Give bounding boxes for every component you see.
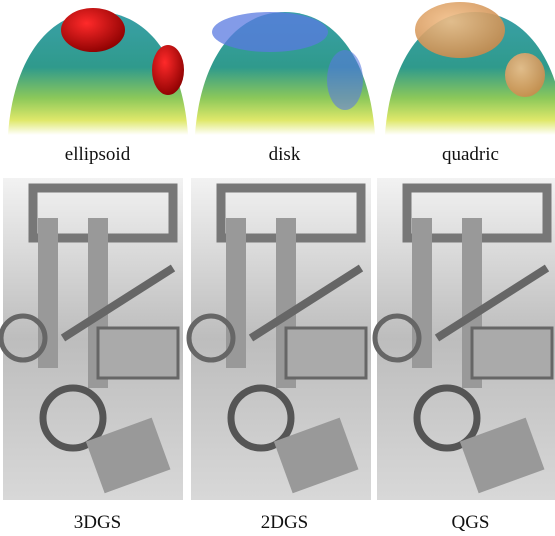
- bottom-label: 3DGS: [5, 512, 190, 534]
- top-label: quadric: [378, 144, 555, 166]
- figure: ellipsoid disk quadric 3DGS 2DGS QGS: [0, 0, 555, 536]
- 3dgs-render: [1, 178, 183, 500]
- bottom-label: QGS: [378, 512, 555, 534]
- qgs-render: [375, 178, 555, 500]
- bottom-label: 2DGS: [192, 512, 377, 534]
- 2dgs-render: [189, 178, 371, 500]
- top-label: ellipsoid: [5, 144, 190, 166]
- top-label: disk: [192, 144, 377, 166]
- quadric-illustration: [385, 2, 555, 135]
- ellipsoid-illustration: [8, 8, 188, 135]
- figure-art: [0, 0, 555, 536]
- disk-illustration: [195, 12, 375, 135]
